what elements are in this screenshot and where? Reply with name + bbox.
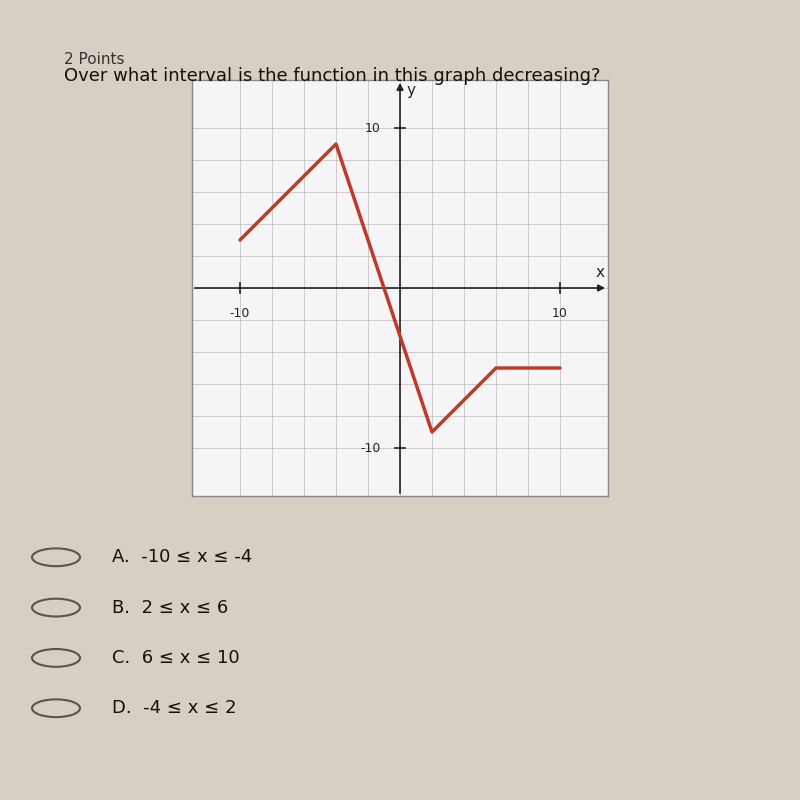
Text: y: y (406, 83, 415, 98)
Text: A.  -10 ≤ x ≤ -4: A. -10 ≤ x ≤ -4 (112, 548, 252, 566)
Text: -10: -10 (361, 442, 381, 454)
Text: B.  2 ≤ x ≤ 6: B. 2 ≤ x ≤ 6 (112, 598, 228, 617)
Text: D.  -4 ≤ x ≤ 2: D. -4 ≤ x ≤ 2 (112, 699, 237, 718)
Text: 2 Points: 2 Points (64, 52, 125, 67)
Text: x: x (596, 265, 605, 280)
Text: 10: 10 (365, 122, 381, 134)
Text: C.  6 ≤ x ≤ 10: C. 6 ≤ x ≤ 10 (112, 649, 240, 667)
Text: Over what interval is the function in this graph decreasing?: Over what interval is the function in th… (64, 67, 601, 85)
Text: 10: 10 (552, 307, 568, 320)
Text: -10: -10 (230, 307, 250, 320)
